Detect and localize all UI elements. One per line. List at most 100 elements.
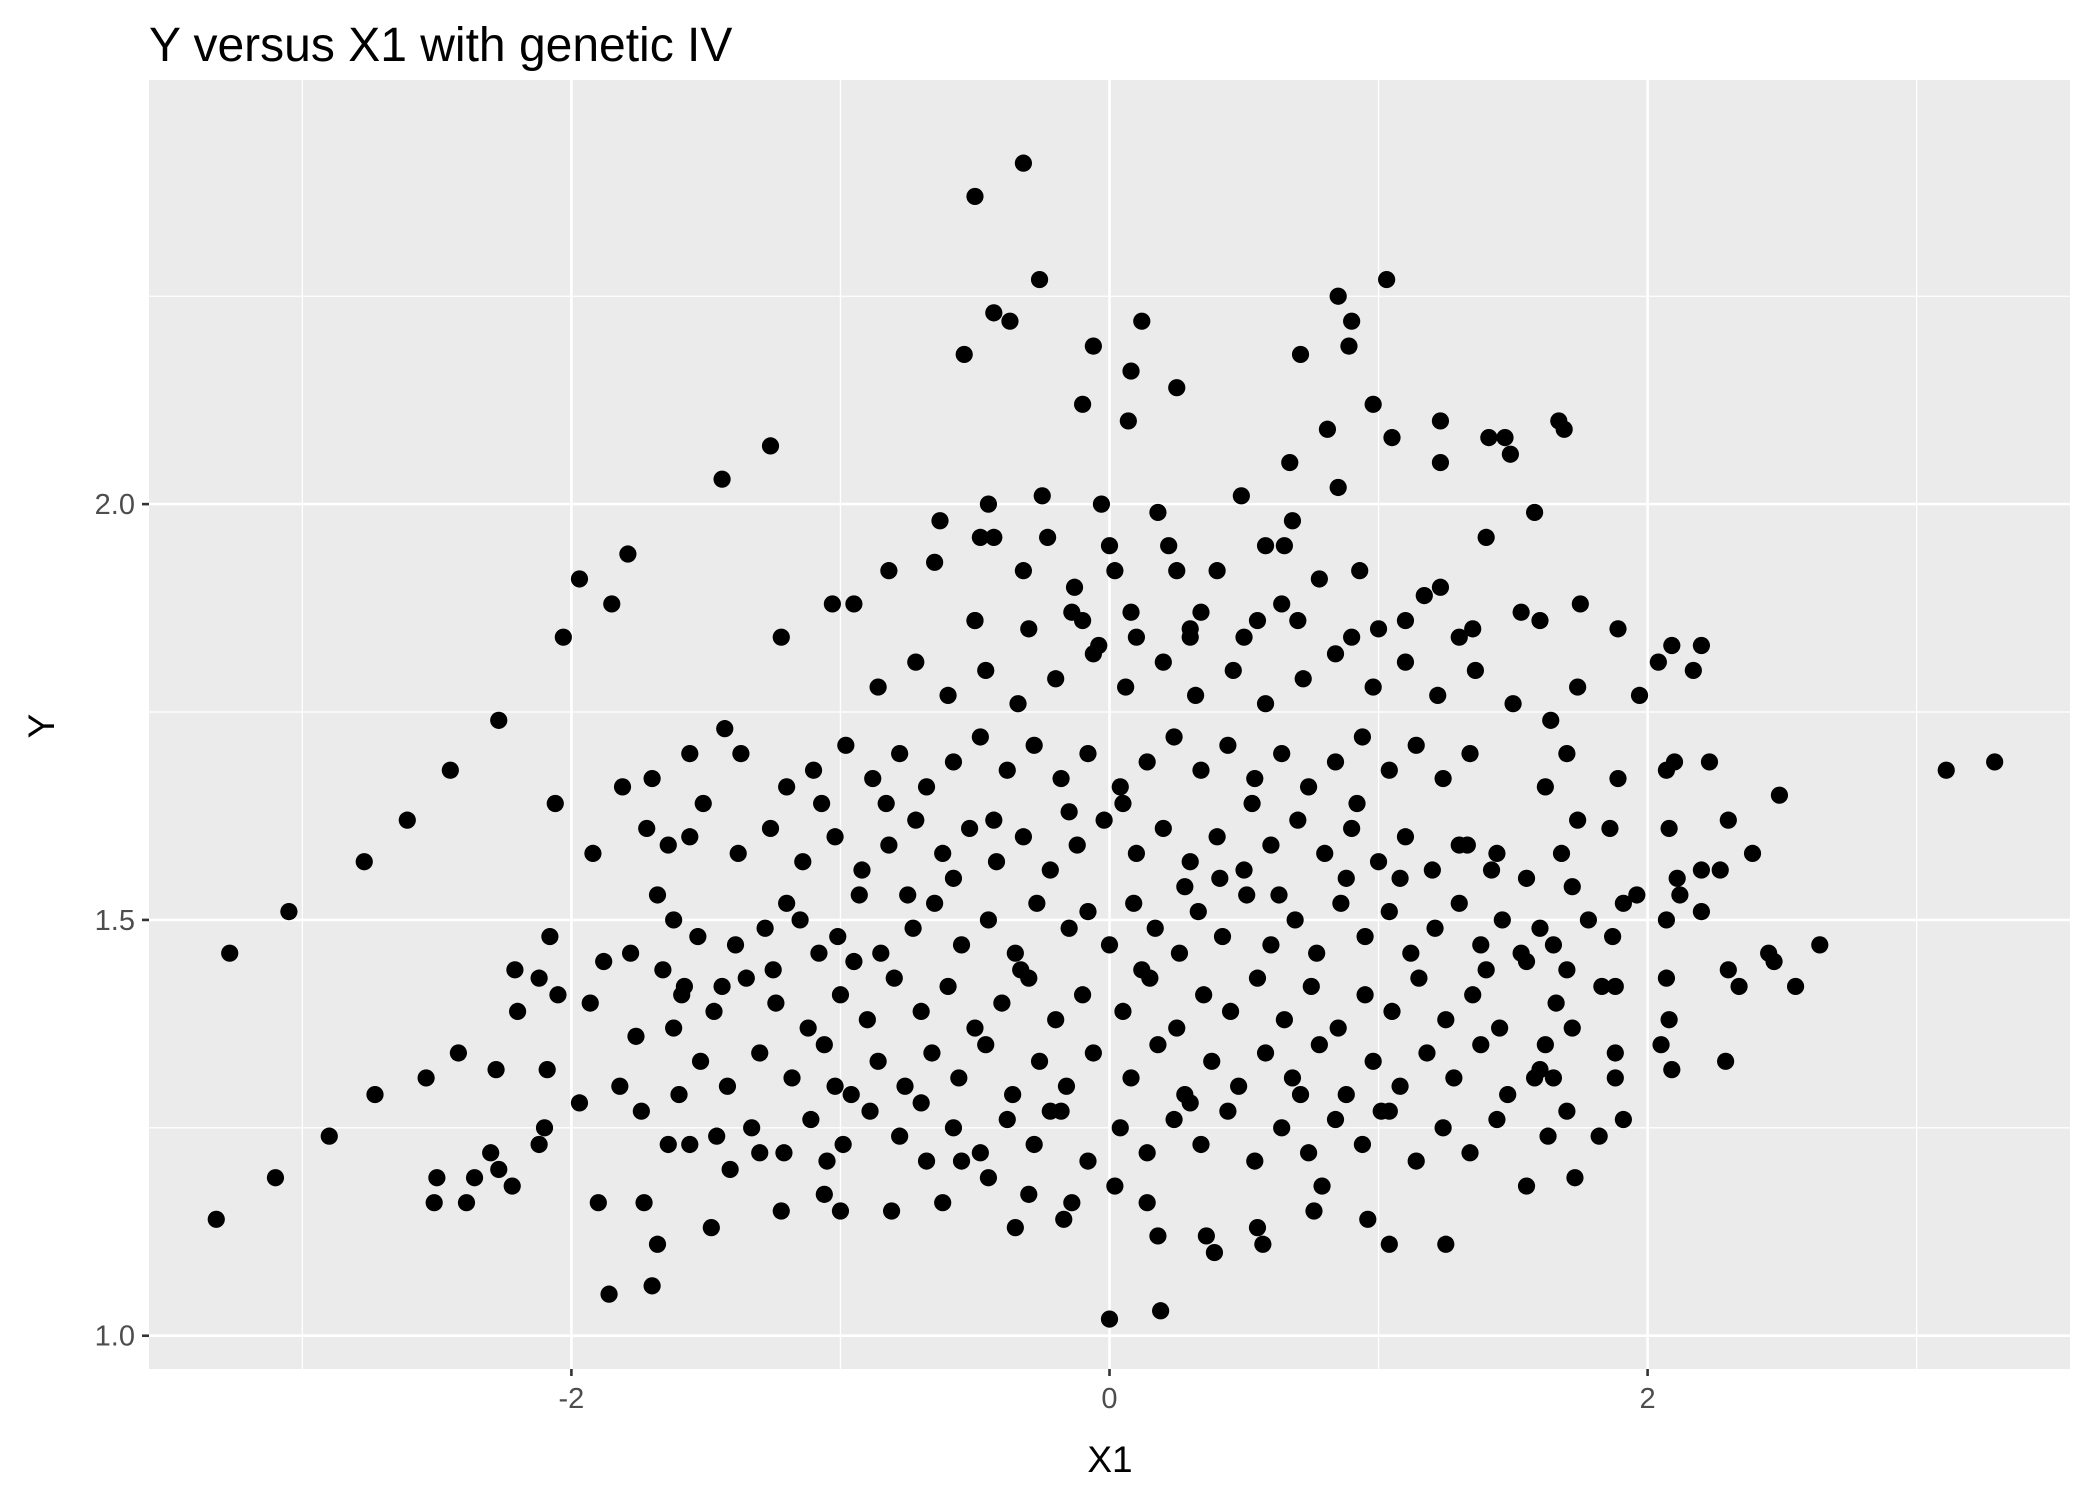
data-point bbox=[1499, 1085, 1517, 1104]
data-point bbox=[1461, 1144, 1479, 1162]
data-point bbox=[1149, 1036, 1167, 1054]
data-point bbox=[1165, 1110, 1183, 1129]
data-point bbox=[1472, 1036, 1490, 1054]
data-point bbox=[1348, 794, 1366, 813]
data-point bbox=[659, 836, 677, 854]
data-point bbox=[751, 1144, 769, 1162]
data-point bbox=[1192, 1135, 1210, 1154]
data-point bbox=[1391, 1077, 1409, 1095]
data-point bbox=[804, 761, 823, 779]
data-point bbox=[689, 927, 707, 946]
data-point bbox=[1127, 628, 1146, 646]
data-point bbox=[1168, 379, 1186, 397]
data-point bbox=[1057, 1077, 1076, 1095]
data-point bbox=[621, 944, 640, 962]
data-point bbox=[934, 1194, 952, 1212]
data-point bbox=[1243, 794, 1261, 813]
data-point bbox=[985, 304, 1003, 322]
data-point bbox=[1273, 595, 1291, 613]
data-point bbox=[1353, 728, 1372, 746]
data-point bbox=[1246, 1152, 1264, 1170]
data-point bbox=[1186, 686, 1205, 704]
data-point bbox=[570, 1094, 589, 1112]
data-point bbox=[1326, 1110, 1345, 1129]
data-point bbox=[985, 811, 1003, 829]
data-point bbox=[716, 720, 734, 738]
data-point bbox=[718, 1077, 737, 1095]
data-point bbox=[1663, 1061, 1681, 1079]
data-point bbox=[1318, 420, 1337, 438]
data-point bbox=[1461, 745, 1479, 763]
data-point bbox=[764, 961, 782, 979]
data-point bbox=[643, 1277, 661, 1295]
data-point bbox=[1079, 1152, 1097, 1170]
data-point bbox=[1326, 645, 1345, 663]
data-point bbox=[1765, 952, 1783, 971]
data-point bbox=[1396, 611, 1415, 630]
data-point bbox=[1593, 977, 1611, 996]
data-point bbox=[702, 1219, 720, 1237]
data-point bbox=[1477, 961, 1495, 979]
data-point bbox=[1168, 1019, 1186, 1037]
data-point bbox=[1289, 811, 1307, 829]
data-point bbox=[1445, 1069, 1463, 1087]
data-point bbox=[1488, 1110, 1506, 1129]
data-point bbox=[1606, 977, 1624, 996]
data-point bbox=[1437, 1235, 1455, 1253]
data-point bbox=[794, 853, 812, 871]
data-point bbox=[1770, 786, 1789, 804]
data-point bbox=[1073, 986, 1092, 1004]
data-point bbox=[1569, 678, 1587, 696]
data-point bbox=[1100, 537, 1119, 555]
x-axis-title: X1 bbox=[1087, 1439, 1132, 1480]
data-point bbox=[1466, 661, 1485, 680]
data-point bbox=[1340, 337, 1358, 355]
data-point bbox=[934, 844, 952, 863]
data-point bbox=[1380, 903, 1398, 921]
data-point bbox=[939, 686, 957, 704]
data-point bbox=[1181, 1094, 1199, 1112]
data-point bbox=[1283, 512, 1302, 530]
data-point bbox=[944, 869, 963, 887]
data-point bbox=[1004, 1085, 1022, 1104]
data-point bbox=[1165, 728, 1183, 746]
data-point bbox=[1106, 1177, 1124, 1195]
data-point bbox=[1692, 636, 1711, 655]
data-point bbox=[425, 1194, 443, 1212]
data-point bbox=[1719, 961, 1737, 979]
data-point bbox=[815, 1185, 833, 1203]
data-point bbox=[882, 1202, 901, 1220]
data-point bbox=[1512, 603, 1530, 621]
data-point bbox=[1730, 977, 1748, 996]
data-point bbox=[926, 553, 944, 571]
data-point bbox=[1383, 428, 1401, 447]
data-point bbox=[530, 1135, 548, 1154]
data-point bbox=[1291, 345, 1310, 364]
data-point bbox=[1100, 936, 1119, 954]
data-point bbox=[1356, 927, 1374, 946]
data-point bbox=[772, 628, 790, 646]
data-point bbox=[931, 512, 949, 530]
data-point bbox=[1552, 844, 1571, 863]
data-point bbox=[441, 761, 459, 779]
x-tick-label: -2 bbox=[559, 1383, 585, 1415]
data-point bbox=[1125, 894, 1143, 912]
data-point bbox=[1055, 1210, 1073, 1228]
data-point bbox=[885, 969, 903, 987]
data-point bbox=[1224, 661, 1242, 680]
data-point bbox=[1429, 686, 1447, 704]
data-point bbox=[907, 811, 925, 829]
data-point bbox=[1364, 678, 1382, 696]
chart-title: Y versus X1 with genetic IV bbox=[149, 19, 732, 72]
data-point bbox=[1628, 886, 1646, 904]
data-point bbox=[1657, 969, 1676, 987]
data-point bbox=[1211, 869, 1229, 887]
data-point bbox=[1248, 969, 1267, 987]
data-point bbox=[1482, 861, 1501, 879]
data-point bbox=[708, 1127, 726, 1145]
data-point bbox=[1343, 312, 1361, 330]
data-point bbox=[482, 1144, 500, 1162]
data-point bbox=[1369, 620, 1388, 638]
data-point bbox=[987, 853, 1006, 871]
data-point bbox=[1181, 620, 1199, 638]
